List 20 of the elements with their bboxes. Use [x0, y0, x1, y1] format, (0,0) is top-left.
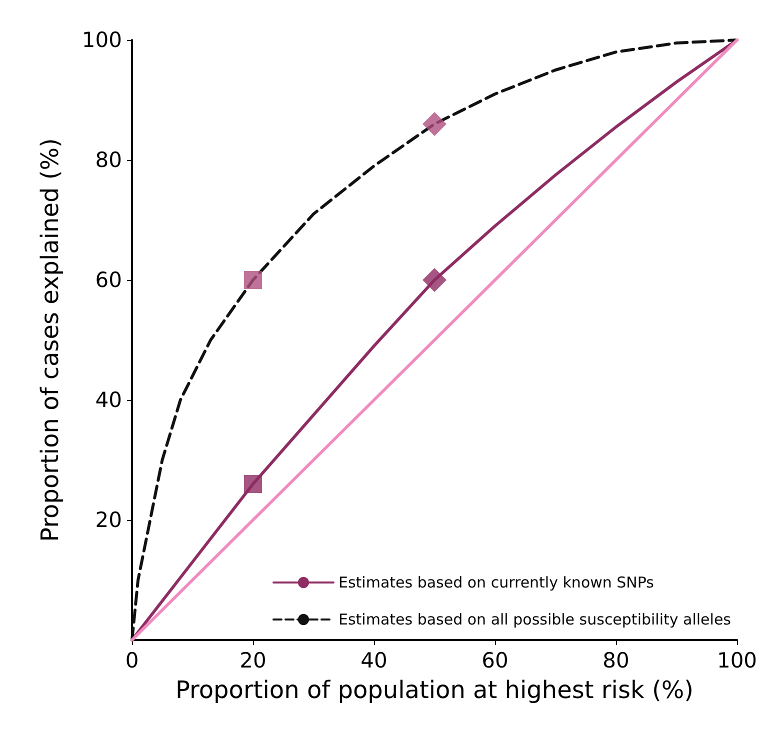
- point: [422, 268, 446, 292]
- x-tick-label: 40: [360, 648, 388, 672]
- x-axis-title: Proportion of population at highest risk (%): [175, 676, 694, 704]
- x-tick-label: 0: [125, 648, 139, 672]
- legend-label: Estimates based on all possible susceptibility alleles: [338, 610, 732, 628]
- y-tick-label: 40: [95, 388, 122, 412]
- point: [244, 271, 262, 289]
- y-tick-label: 60: [95, 268, 122, 292]
- y-tick-label: 80: [95, 148, 122, 172]
- y-axis-title: Proportion of cases explained (%): [36, 138, 64, 542]
- point: [422, 112, 446, 136]
- x-tick-label: 20: [240, 648, 266, 672]
- x-tick-label: 80: [602, 648, 630, 672]
- y-tick-label: 100: [82, 28, 122, 52]
- line-series: [130, 38, 738, 642]
- x-tick-label: 100: [716, 648, 758, 672]
- x-tick-label: 60: [482, 648, 508, 672]
- legend-label: Estimates based on currently known SNPs: [338, 574, 654, 592]
- y-tick-label: 20: [95, 508, 122, 532]
- point: [244, 475, 262, 493]
